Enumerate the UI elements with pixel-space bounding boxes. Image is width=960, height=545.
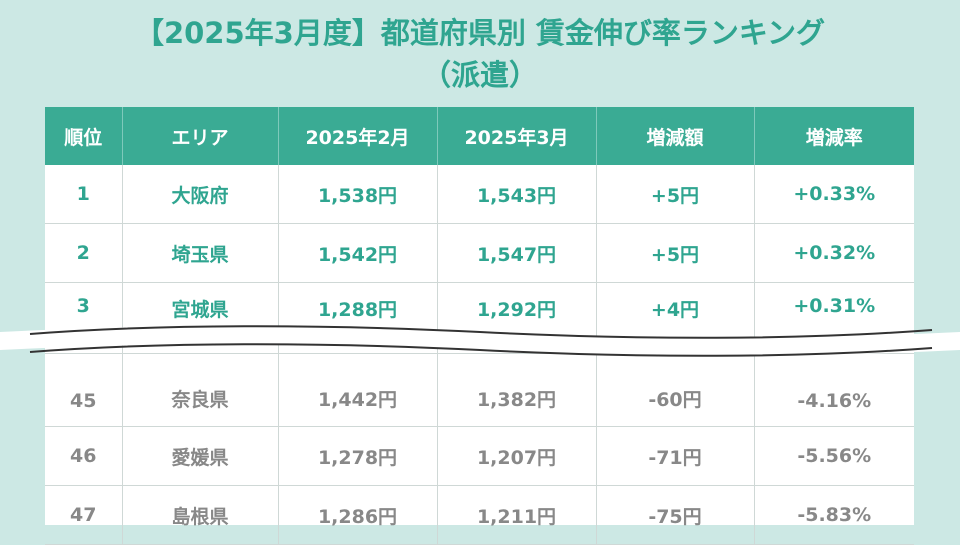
table-row: 2 埼玉県 1,542円 1,547円 +5円 +0.32%: [45, 223, 914, 283]
cell-change-rate: -4.16%: [754, 353, 914, 427]
break-line-top: [29, 325, 933, 339]
header-rank: 順位: [45, 107, 123, 165]
cell-change-rate: +0.33%: [754, 165, 914, 224]
table-row: 47 島根県 1,286円 1,211円 -75円 -5.83%: [45, 485, 914, 545]
cell-change-amount: -75円: [596, 485, 755, 545]
break-line-bottom: [29, 343, 933, 357]
cell-rank: 46: [45, 426, 123, 486]
cell-feb: 1,542円: [278, 223, 438, 283]
cell-mar: 1,211円: [437, 485, 597, 545]
cell-mar: 1,543円: [437, 165, 597, 224]
header-mar-2025: 2025年3月: [437, 107, 597, 165]
header-row: 順位 エリア 2025年2月 2025年3月 増減額 増減率: [45, 107, 914, 165]
table-break-mark: [0, 325, 960, 357]
cell-change-amount: -60円: [596, 353, 755, 427]
header-feb-2025: 2025年2月: [278, 107, 438, 165]
page-subtitle: （派遣）: [421, 58, 538, 92]
cell-area: 奈良県: [122, 353, 279, 427]
cell-area: 埼玉県: [122, 223, 279, 283]
page-title: 【2025年3月度】都道府県別 賃金伸び率ランキング: [134, 16, 826, 50]
cell-mar: 1,547円: [437, 223, 597, 283]
table-row: 45 奈良県 1,442円 1,382円 -60円 -4.16%: [45, 353, 914, 427]
cell-mar: 1,207円: [437, 426, 597, 486]
cell-change-rate: -5.56%: [754, 426, 914, 486]
cell-feb: 1,278円: [278, 426, 438, 486]
cell-rank: 47: [45, 485, 123, 545]
cell-feb: 1,442円: [278, 353, 438, 427]
cell-feb: 1,286円: [278, 485, 438, 545]
cell-change-amount: -71円: [596, 426, 755, 486]
break-gap-fill: [0, 326, 960, 356]
cell-change-rate: +0.32%: [754, 223, 914, 283]
cell-rank: 45: [45, 353, 123, 427]
cell-area: 島根県: [122, 485, 279, 545]
header-change-amount: 増減額: [596, 107, 755, 165]
cell-rank: 1: [45, 165, 123, 224]
header-area: エリア: [122, 107, 279, 165]
cell-feb: 1,538円: [278, 165, 438, 224]
cell-change-amount: +5円: [596, 165, 755, 224]
cell-mar: 1,382円: [437, 353, 597, 427]
cell-rank: 2: [45, 223, 123, 283]
ranking-table-container: 順位 エリア 2025年2月 2025年3月 増減額 増減率 1 大阪府 1,5…: [45, 107, 914, 545]
table-row: 1 大阪府 1,538円 1,543円 +5円 +0.33%: [45, 165, 914, 224]
cell-change-rate: -5.83%: [754, 485, 914, 545]
table-row: 46 愛媛県 1,278円 1,207円 -71円 -5.56%: [45, 426, 914, 486]
header-change-rate: 増減率: [754, 107, 914, 165]
cell-area: 愛媛県: [122, 426, 279, 486]
cell-area: 大阪府: [122, 165, 279, 224]
cell-change-amount: +5円: [596, 223, 755, 283]
